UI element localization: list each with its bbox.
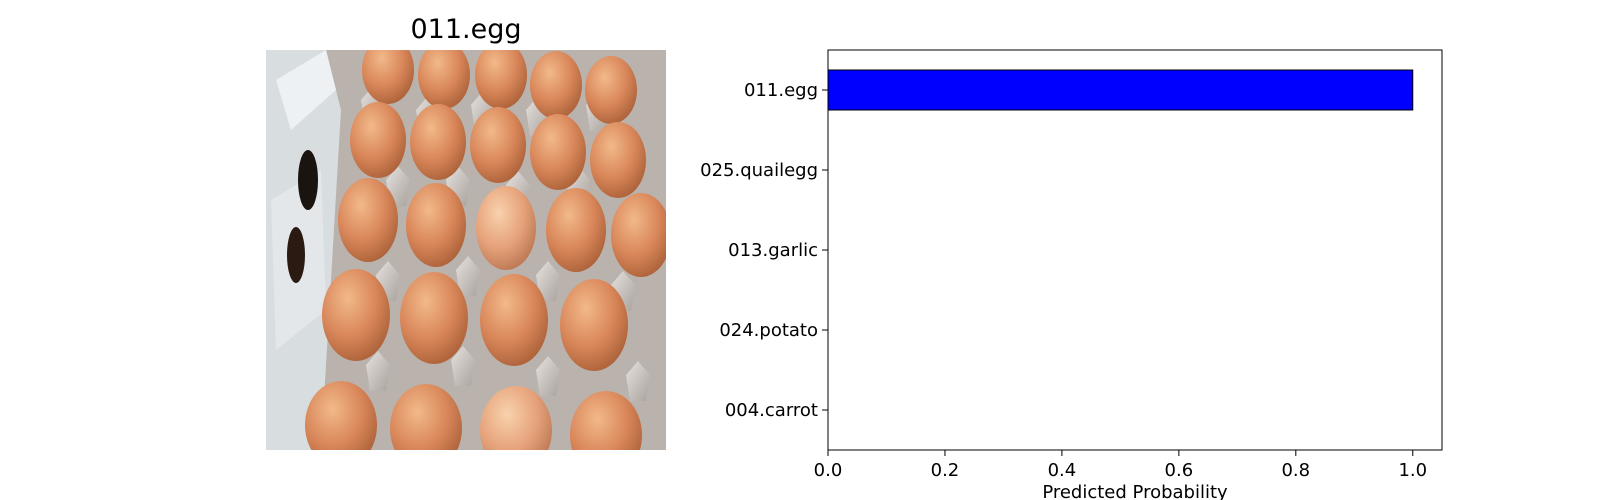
y-tick-label: 004.carrot [725,400,818,421]
x-axis: 0.0 0.2 0.4 0.6 0.8 1.0 [814,450,1427,481]
bar-011.egg [827,69,1414,111]
egg-carton-photo [266,50,666,450]
image-title: 011.egg [410,14,522,45]
bars-layer [827,69,1414,111]
y-tick-label: 013.garlic [728,240,818,261]
y-tick-label: 011.egg [744,80,818,101]
x-tick-label: 0.8 [1281,460,1310,481]
x-tick-label: 0.4 [1048,460,1077,481]
x-tick-label: 0.0 [814,460,843,481]
egg-carton-illustration [266,50,666,450]
x-axis-label: Predicted Probability [1042,482,1228,500]
y-tick-label: 024.potato [719,320,818,341]
y-axis: 011.egg 025.quailegg 013.garlic 024.potato 0… [700,80,828,421]
x-tick-label: 0.6 [1165,460,1194,481]
x-tick-label: 0.2 [931,460,960,481]
x-tick-label: 1.0 [1398,460,1427,481]
y-tick-label: 025.quailegg [700,160,818,181]
